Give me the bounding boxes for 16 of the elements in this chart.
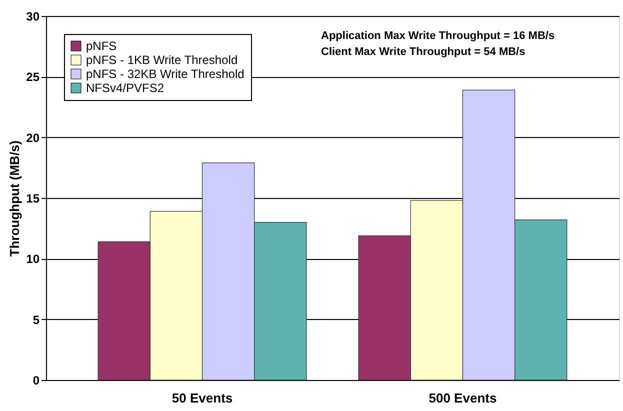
legend-label: NFSv4/PVFS2 xyxy=(86,81,164,95)
annotation: Client Max Write Throughput = 54 MB/s xyxy=(321,46,526,58)
y-tick-label: 0 xyxy=(32,374,40,388)
legend-label: pNFS - 1KB Write Threshold xyxy=(86,53,238,67)
y-tick-label: 30 xyxy=(26,10,40,24)
y-axis-title: Throughput (MB/s) xyxy=(7,140,22,257)
legend-label: pNFS xyxy=(86,39,117,53)
y-tick-label: 25 xyxy=(26,70,40,84)
annotation: Application Max Write Throughput = 16 MB/s xyxy=(321,30,555,42)
x-tick-label: 50 Events xyxy=(172,390,233,406)
legend-label: pNFS - 32KB Write Threshold xyxy=(86,67,244,81)
y-tick-label: 10 xyxy=(26,252,40,266)
x-tick-label: 500 Events xyxy=(428,390,497,406)
y-tick-label: 20 xyxy=(26,130,40,145)
y-tick-label: 5 xyxy=(32,312,40,327)
y-tick-label: 15 xyxy=(26,192,40,206)
